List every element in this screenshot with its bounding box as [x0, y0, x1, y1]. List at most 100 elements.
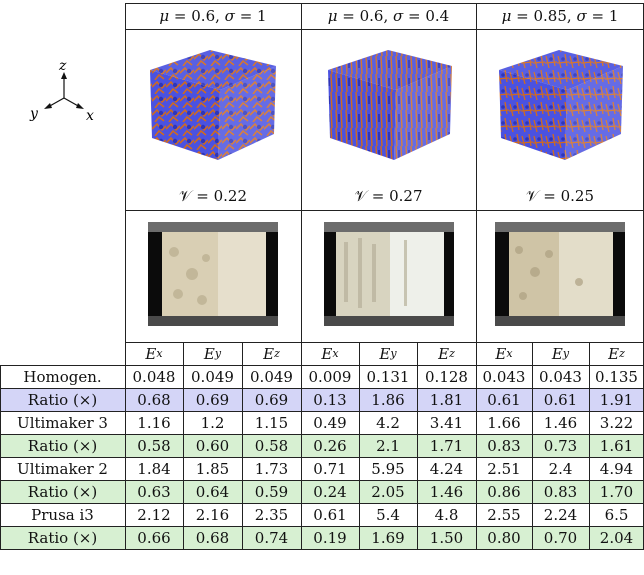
foam-cube-render-2 [301, 36, 476, 168]
table-cell: 0.61 [487, 390, 521, 409]
table-cell: 1.84 [137, 459, 171, 478]
foam-cube-render-1 [125, 36, 301, 168]
table-cell: 2.1 [376, 436, 400, 455]
grid-vline [242, 342, 243, 549]
table-cell: 2.55 [487, 505, 521, 524]
table-cell: 0.26 [313, 436, 347, 455]
foam-cube-render-3 [476, 36, 644, 168]
printed-sample-photo-2 [301, 211, 476, 337]
table-cell: 0.70 [543, 528, 578, 547]
table-cell: 0.86 [487, 482, 521, 501]
volume-label-2: 𝒱 = 0.27 [354, 187, 423, 205]
table-cell: 2.12 [137, 505, 171, 524]
row-label: Ratio (×) [27, 436, 98, 455]
row-label: Homogen. [23, 367, 102, 386]
table-cell: 0.68 [195, 528, 230, 547]
table-cell: 0.135 [595, 367, 638, 386]
table-cell: 0.69 [254, 390, 289, 409]
grid-vline [301, 3, 302, 549]
table-cell: 1.81 [429, 390, 464, 409]
ratio-band-ultimaker3 [0, 434, 644, 457]
grid-hline [125, 29, 644, 30]
grid-hline [125, 3, 644, 4]
table-cell: 1.46 [543, 413, 578, 432]
grid-hline [0, 457, 644, 458]
table-cell: 0.049 [191, 367, 234, 386]
table-cell: 0.009 [308, 367, 352, 386]
row-label: Ultimaker 3 [17, 413, 108, 432]
axis-z-label: z [58, 60, 67, 74]
volume-label-3: 𝒱 = 0.25 [526, 187, 594, 205]
table-cell: 3.41 [429, 413, 464, 432]
table-cell: 4.24 [429, 459, 464, 478]
table-cell: 0.74 [254, 528, 289, 547]
table-cell: 0.69 [195, 390, 230, 409]
table-cell: 6.5 [604, 505, 629, 524]
table-cell: 2.16 [195, 505, 230, 524]
table-cell: 2.24 [543, 505, 578, 524]
table-cell: 4.94 [599, 459, 634, 478]
row-label: Ratio (×) [27, 390, 98, 409]
table-cell: 1.16 [137, 413, 171, 432]
printed-sample-photo-3 [476, 211, 644, 337]
grid-hline [0, 503, 644, 504]
table-cell: 0.049 [250, 367, 293, 386]
volume-label-1: 𝒱 = 0.22 [179, 187, 247, 205]
table-cell: 1.46 [429, 482, 464, 501]
table-cell: 2.04 [599, 528, 634, 547]
table-cell: 0.83 [487, 436, 521, 455]
table-cell: 1.70 [599, 482, 634, 501]
table-cell: 0.83 [543, 482, 578, 501]
table-cell: 0.68 [137, 390, 171, 409]
table-cell: 0.60 [195, 436, 230, 455]
axes-icon: z y x [29, 60, 94, 124]
table-cell: 1.73 [254, 459, 289, 478]
table-cell: 5.4 [376, 505, 400, 524]
table-cell: 0.71 [313, 459, 347, 478]
table-cell: 1.61 [599, 436, 634, 455]
grid-hline [0, 388, 644, 389]
ratio-band-homogen [0, 388, 644, 411]
table-cell: 1.66 [487, 413, 521, 432]
axis-x-label: x [86, 108, 94, 124]
grid-vline [417, 342, 418, 549]
grid-hline [0, 434, 644, 435]
grid-vline [532, 342, 533, 549]
table-cell: 5.95 [371, 459, 405, 478]
printed-sample-photo-1 [125, 211, 301, 337]
grid-vline [125, 3, 126, 549]
row-label: Ultimaker 2 [17, 459, 108, 478]
table-cell: 0.49 [313, 413, 347, 432]
table-cell: 1.91 [599, 390, 634, 409]
table-cell: 4.8 [434, 505, 459, 524]
table-cell: 3.22 [599, 413, 634, 432]
table-cell: 1.71 [429, 436, 464, 455]
grid-vline [476, 3, 477, 549]
table-cell: 1.15 [254, 413, 289, 432]
grid-vline [589, 342, 590, 549]
table-cell: 1.86 [371, 390, 405, 409]
grid-hline [125, 210, 644, 211]
table-cell: 2.4 [548, 459, 573, 478]
table-cell: 0.66 [137, 528, 171, 547]
grid-hline [0, 549, 644, 550]
grid-hline [0, 365, 644, 366]
table-cell: 0.131 [366, 367, 410, 386]
table-cell: 2.35 [254, 505, 289, 524]
table-cell: 0.19 [313, 528, 347, 547]
col-header-1: μ = 0.6, σ = 1 [159, 7, 267, 25]
table-cell: 0.13 [313, 390, 347, 409]
table-cell: 2.05 [371, 482, 405, 501]
table-cell: 0.58 [137, 436, 171, 455]
table-cell: 2.51 [487, 459, 521, 478]
grid-hline [0, 480, 644, 481]
